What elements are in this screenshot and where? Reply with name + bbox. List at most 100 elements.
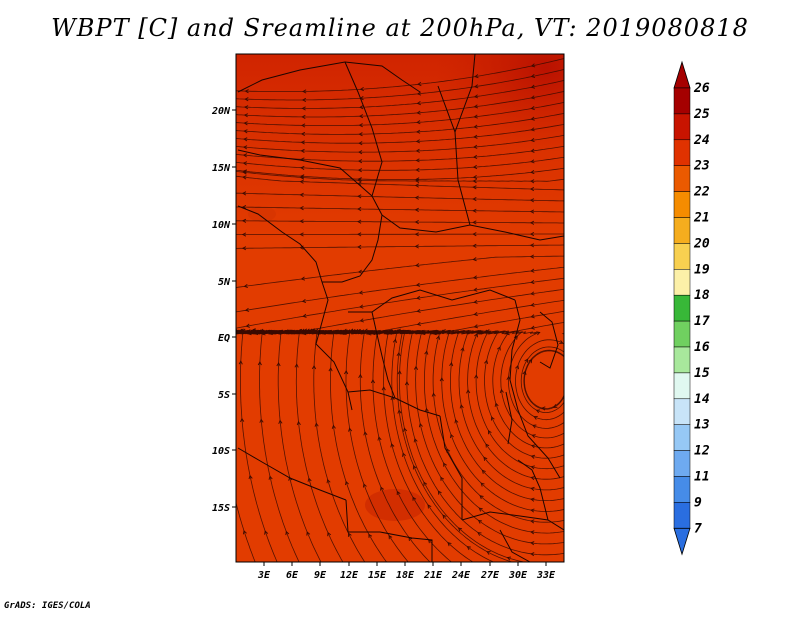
lat-tick-label: 5S	[218, 390, 230, 401]
streamline-arrow	[392, 338, 398, 343]
streamline-arrow	[424, 350, 429, 355]
streamline-arrow	[414, 183, 419, 188]
streamline-arrow	[530, 314, 535, 319]
streamline	[236, 206, 564, 213]
streamline-arrow	[243, 137, 248, 142]
streamline	[236, 101, 564, 126]
streamline-arrow	[530, 291, 535, 296]
streamline-arrow	[474, 332, 478, 338]
streamline	[236, 329, 495, 562]
streamline-arrow	[388, 330, 393, 335]
streamline-arrow	[279, 329, 284, 334]
streamline-arrow	[473, 134, 478, 139]
streamline-arrow	[359, 318, 364, 323]
streamline-arrow	[245, 323, 250, 328]
streamline-arrow	[238, 360, 243, 365]
streamline	[523, 349, 564, 410]
streamline-arrow	[418, 422, 423, 428]
streamline-arrow	[530, 63, 536, 68]
colorbar-label: 25	[693, 107, 710, 122]
streamline	[236, 134, 564, 153]
lat-tick-label: 10N	[212, 220, 231, 231]
colorbar-swatch	[673, 165, 691, 192]
streamline-arrow	[472, 243, 477, 248]
streamline-arrow	[344, 369, 349, 375]
streamline-arrow	[531, 444, 536, 449]
streamline-arrow	[240, 417, 245, 423]
streamline-arrow	[530, 508, 535, 513]
streamline-arrow	[388, 534, 393, 540]
streamline-arrow	[302, 313, 307, 318]
streamline-arrow	[530, 280, 535, 285]
streamline	[236, 233, 564, 235]
warm-patch-south	[365, 489, 425, 521]
streamline-arrow	[348, 427, 353, 432]
streamline-arrow	[242, 161, 248, 166]
colorbar-label: 21	[693, 211, 710, 226]
streamline-arrow	[357, 168, 363, 173]
streamline-arrow	[473, 104, 479, 109]
streamline-arrow	[301, 298, 307, 304]
streamline-arrow	[242, 153, 248, 158]
lat-tick-label: EQ	[218, 333, 230, 344]
streamline-arrow	[424, 407, 429, 413]
streamline-arrow	[530, 148, 535, 153]
streamline-arrow	[402, 452, 407, 457]
streamline-arrow	[506, 556, 511, 561]
streamline-arrow	[297, 329, 302, 334]
streamline-arrow	[529, 254, 535, 259]
streamline-arrow	[363, 431, 368, 436]
warm-patch-west	[248, 206, 276, 222]
streamline-arrow	[486, 551, 491, 555]
streamline-arrow	[299, 206, 304, 211]
streamline-arrow	[357, 159, 363, 164]
lon-tick-label: 33E	[536, 570, 556, 581]
border-path	[237, 149, 373, 197]
grads-credit: GrADS: IGES/COLA	[4, 601, 91, 611]
lon-tick-label: 18E	[396, 570, 415, 581]
colorbar-label: 24	[693, 133, 710, 148]
streamline-arrow	[377, 436, 382, 441]
streamline-arrow	[535, 409, 541, 414]
streamline-arrow	[278, 419, 283, 424]
streamline-arrow	[415, 282, 421, 287]
border-path	[439, 415, 463, 520]
lon-tick-label: 24E	[451, 570, 471, 581]
colorbar-label: 14	[694, 392, 710, 407]
streamline-arrow	[530, 73, 536, 79]
colorbar-swatch	[673, 217, 691, 244]
streamline-arrow	[494, 402, 499, 407]
streamline-arrow	[466, 389, 471, 394]
streamline-arrow	[300, 148, 305, 153]
streamline-arrow	[423, 481, 428, 486]
streamline-arrow	[299, 179, 304, 184]
border-path	[461, 511, 564, 531]
streamline-arrow	[362, 483, 367, 488]
streamline-arrow	[358, 123, 363, 128]
streamline-arrow	[477, 519, 483, 524]
streamline-arrow	[472, 197, 477, 202]
streamline-arrow	[473, 324, 479, 329]
streamline-arrow	[530, 325, 535, 330]
streamline-arrow	[443, 462, 447, 467]
map-frame	[235, 53, 565, 563]
streamline-arrow	[243, 283, 248, 289]
colorbar-top-arrow	[673, 60, 691, 89]
streamline-arrow	[490, 416, 495, 421]
streamline	[236, 255, 564, 288]
streamline-arrow	[405, 329, 410, 334]
streamline-arrow	[472, 175, 478, 180]
streamline-arrow	[259, 418, 264, 423]
lon-tick-label: 3E	[257, 570, 271, 581]
colorbar-label: 12	[694, 444, 710, 459]
country-borders	[237, 54, 564, 562]
streamline-arrow	[299, 232, 304, 237]
streamline-arrow	[416, 101, 421, 106]
map-panel	[236, 54, 564, 562]
streamline-arrow	[485, 443, 490, 448]
streamline-arrow	[370, 378, 375, 384]
streamline-arrow	[358, 290, 364, 295]
streamline-arrow	[296, 420, 301, 426]
border-path	[371, 311, 396, 399]
streamline-arrow	[473, 312, 478, 317]
